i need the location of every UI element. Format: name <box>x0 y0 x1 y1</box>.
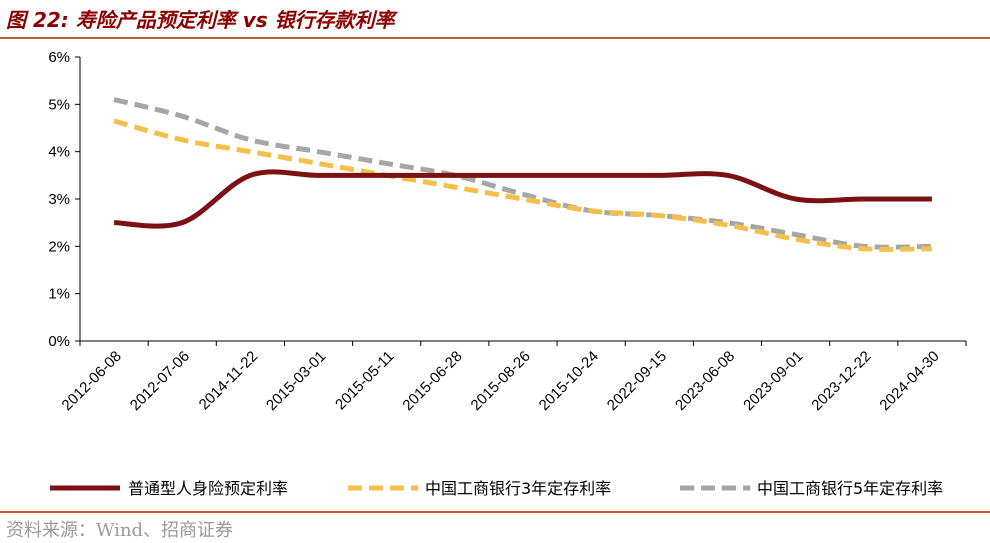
y-tick-label: 3% <box>48 191 70 208</box>
legend-label-2: 中国工商银行3年定存利率 <box>425 479 611 498</box>
y-tick-label: 4% <box>48 144 70 161</box>
source-note: 资料来源：Wind、招商证券 <box>6 520 234 541</box>
x-tick-label: 2023-09-01 <box>740 348 806 414</box>
x-tick-label: 2015-05-11 <box>332 348 397 413</box>
x-tick-label: 2015-03-01 <box>263 348 329 414</box>
x-tick-label: 2014-11-22 <box>196 348 261 413</box>
x-tick-label: 2012-06-08 <box>59 348 125 414</box>
x-tick-label: 2015-10-24 <box>536 348 602 414</box>
y-tick-label: 5% <box>48 96 70 113</box>
line-chart: 0% 1% 2% 3% 4% 5% 6% 2012-06-08 2012-07-06 2014-… <box>48 49 967 498</box>
figure-title: 图 22: 寿险产品预定利率 vs 银行存款利率 <box>6 8 395 32</box>
x-tick-label: 2012-07-06 <box>127 348 193 414</box>
legend-label-1: 普通型人身险预定利率 <box>128 479 288 498</box>
y-tick-label: 2% <box>48 238 70 255</box>
x-tick-label: 2015-06-28 <box>399 348 465 414</box>
x-tick-label: 2024-04-30 <box>876 348 942 414</box>
x-tick-label: 2023-12-22 <box>808 348 874 414</box>
x-tick-label: 2023-06-08 <box>672 348 738 414</box>
y-tick-label: 1% <box>48 286 70 303</box>
x-tick-label: 2015-08-26 <box>468 348 534 414</box>
x-tick-label: 2022-09-15 <box>604 348 670 414</box>
title-divider <box>0 37 990 39</box>
y-tick-label: 6% <box>48 49 70 66</box>
y-tick-label: 0% <box>48 333 70 350</box>
legend-label-3: 中国工商银行5年定存利率 <box>757 479 943 498</box>
source-divider <box>0 511 990 513</box>
